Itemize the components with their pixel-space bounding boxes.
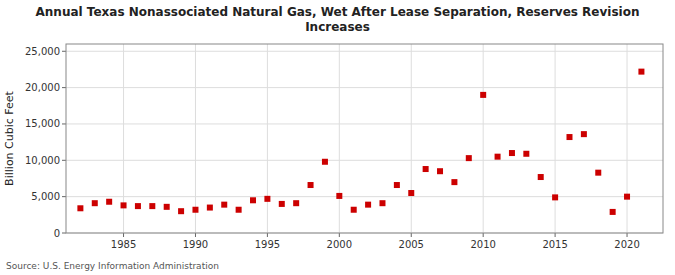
axes: 0 5,000 10,000 15,000 20,000 25,000 1985 1990 19… bbox=[25, 44, 663, 250]
point bbox=[552, 194, 558, 200]
y-tick bbox=[62, 123, 66, 124]
point bbox=[379, 200, 385, 206]
point bbox=[322, 159, 328, 165]
point bbox=[149, 203, 155, 209]
point bbox=[408, 190, 414, 196]
point bbox=[308, 182, 314, 188]
x-grid-line bbox=[339, 44, 340, 233]
y-grid-line bbox=[66, 196, 663, 197]
x-tick bbox=[555, 233, 556, 237]
y-tick-label: 15,000 bbox=[25, 118, 60, 129]
point bbox=[135, 203, 141, 209]
x-grid-line bbox=[195, 44, 196, 233]
x-tick bbox=[267, 233, 268, 237]
x-grid-line bbox=[411, 44, 412, 233]
x-tick-label: 1990 bbox=[183, 239, 208, 250]
point bbox=[466, 155, 472, 161]
y-grid-line bbox=[66, 160, 663, 161]
point bbox=[351, 207, 357, 213]
plot-frame bbox=[66, 44, 663, 233]
point bbox=[293, 200, 299, 206]
y-tick-label: 25,000 bbox=[25, 46, 60, 57]
title-line: Annual Texas Nonassociated Natural Gas, … bbox=[36, 5, 640, 19]
point bbox=[365, 202, 371, 208]
x-tick-label: 2015 bbox=[542, 239, 567, 250]
point bbox=[336, 193, 342, 199]
point bbox=[121, 202, 127, 208]
point bbox=[221, 202, 227, 208]
x-tick-label: 2010 bbox=[470, 239, 495, 250]
point bbox=[236, 207, 242, 213]
y-grid-line bbox=[66, 51, 663, 52]
point bbox=[77, 205, 83, 211]
point bbox=[451, 179, 457, 185]
point bbox=[566, 134, 572, 140]
point bbox=[624, 194, 630, 200]
point bbox=[106, 199, 112, 205]
x-tick-label: 2005 bbox=[399, 239, 424, 250]
x-tick-label: 1985 bbox=[111, 239, 136, 250]
point bbox=[581, 131, 587, 137]
x-tick bbox=[483, 233, 484, 237]
point bbox=[638, 69, 644, 75]
source: Source: U.S. Energy Information Administ… bbox=[6, 261, 219, 271]
y-tick bbox=[62, 51, 66, 52]
point bbox=[437, 168, 443, 174]
x-grid-line bbox=[555, 44, 556, 233]
point bbox=[207, 205, 213, 211]
point bbox=[495, 154, 501, 160]
chart: Annual Texas Nonassociated Natural Gas, … bbox=[0, 0, 675, 275]
x-tick bbox=[411, 233, 412, 237]
x-tick bbox=[195, 233, 196, 237]
point bbox=[480, 92, 486, 98]
point bbox=[595, 170, 601, 176]
x-tick bbox=[627, 233, 628, 237]
y-tick bbox=[62, 233, 66, 234]
y-tick bbox=[62, 196, 66, 197]
y-tick bbox=[62, 87, 66, 88]
point bbox=[92, 200, 98, 206]
points bbox=[77, 69, 644, 215]
x-grid-line bbox=[627, 44, 628, 233]
grid bbox=[66, 44, 663, 233]
y-tick bbox=[62, 160, 66, 161]
x-grid-line bbox=[483, 44, 484, 233]
x-grid-line bbox=[267, 44, 268, 233]
point bbox=[509, 150, 515, 156]
point bbox=[538, 174, 544, 180]
y-tick-label: 5,000 bbox=[31, 191, 60, 202]
point bbox=[250, 197, 256, 203]
title: Annual Texas Nonassociated Natural Gas, … bbox=[36, 5, 640, 34]
x-tick-label: 1995 bbox=[255, 239, 280, 250]
point bbox=[192, 207, 198, 213]
title-line: Increases bbox=[305, 20, 370, 34]
point bbox=[423, 166, 429, 172]
y-tick-label: 0 bbox=[54, 228, 60, 239]
point bbox=[264, 196, 270, 202]
y-tick-label: 10,000 bbox=[25, 155, 60, 166]
y-tick-label: 20,000 bbox=[25, 82, 60, 93]
point bbox=[394, 182, 400, 188]
point bbox=[610, 209, 616, 215]
x-tick-label: 2000 bbox=[327, 239, 352, 250]
x-tick-label: 2020 bbox=[614, 239, 639, 250]
point bbox=[178, 208, 184, 214]
x-tick bbox=[339, 233, 340, 237]
point bbox=[279, 201, 285, 207]
y-axis-label: Billion Cubic Feet bbox=[3, 90, 16, 185]
point bbox=[164, 204, 170, 210]
y-grid-line bbox=[66, 123, 663, 124]
x-tick bbox=[123, 233, 124, 237]
point bbox=[523, 151, 529, 157]
y-grid-line bbox=[66, 87, 663, 88]
